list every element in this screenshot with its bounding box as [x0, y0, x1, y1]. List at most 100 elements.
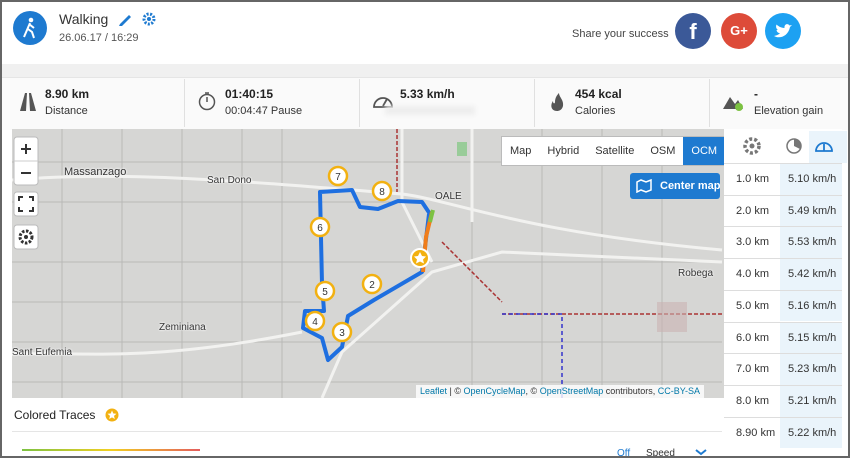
center-map-button[interactable]: Center map: [630, 173, 721, 199]
stat-icon: [17, 91, 39, 113]
route-marker[interactable]: 4: [304, 310, 326, 332]
fullscreen-button[interactable]: [13, 191, 39, 217]
stat-value: -: [754, 87, 758, 101]
split-distance: 4.0 km: [736, 268, 770, 281]
activity-datetime: 26.06.17 / 16:29: [59, 32, 139, 44]
split-speed-cell: [780, 195, 842, 227]
stats-separator: [359, 79, 360, 127]
map-attribution: Leaflet | © OpenCycleMap, © OpenStreetMa…: [416, 385, 704, 398]
metric-select[interactable]: Speed: [646, 448, 675, 458]
split-distance: 7.0 km: [736, 363, 770, 376]
split-row-border: [724, 384, 842, 386]
place-label: Zeminiana: [159, 322, 206, 333]
layer-button[interactable]: Map: [502, 137, 540, 165]
split-speed-cell: [780, 227, 842, 259]
layer-button[interactable]: OSM: [642, 137, 684, 165]
center-map-label: Center map: [660, 180, 721, 192]
stat-value: 8.90 km: [45, 87, 90, 101]
stats-bar: [2, 77, 848, 130]
split-speed: 5.53 km/h: [788, 236, 837, 249]
icon: [723, 97, 743, 111]
stat-value: 454 kcal: [575, 87, 622, 101]
marker-circle: [361, 273, 383, 295]
stat-value: 5.33 km/h: [400, 87, 455, 101]
split-row-border: [724, 321, 842, 323]
band: [2, 64, 848, 77]
icon: [551, 93, 564, 111]
route-marker[interactable]: 2: [361, 273, 383, 295]
twitter-button[interactable]: [765, 13, 801, 49]
attribution-link[interactable]: CC-BY-SA: [657, 386, 700, 396]
split-row-border: [724, 258, 842, 260]
place-label: Sant Eufemia: [12, 347, 73, 358]
split-speed: 5.16 km/h: [788, 299, 837, 312]
split-speed-cell: [780, 290, 842, 322]
star-icon: [105, 408, 119, 422]
stat-icon: [197, 91, 219, 113]
stats-separator: [709, 79, 710, 127]
attribution-link[interactable]: Leaflet: [420, 386, 448, 396]
stat-label: 00:04:47 Pause: [225, 105, 303, 117]
split-speed: 5.15 km/h: [788, 331, 837, 344]
route-marker[interactable]: 7: [327, 165, 349, 187]
split-distance: 5.0 km: [736, 299, 770, 312]
settings-button[interactable]: [13, 224, 39, 250]
split-speed-cell: [780, 164, 842, 195]
attribution-text: , ©: [525, 386, 540, 396]
stat-value: 01:40:15: [225, 87, 274, 101]
split-speed: 5.10 km/h: [788, 173, 837, 185]
trace-gradient: [22, 449, 200, 451]
split-speed-cell: [780, 259, 842, 290]
zoom-controls[interactable]: [13, 136, 39, 186]
layer-button[interactable]: Satellite: [587, 137, 643, 165]
google-plus-button[interactable]: G+: [721, 13, 757, 49]
toggle-off[interactable]: Off: [617, 448, 631, 458]
edit-icons[interactable]: [118, 11, 158, 27]
route-marker[interactable]: 6: [309, 216, 331, 238]
splits-header-icons[interactable]: [724, 129, 850, 163]
marker-circle: [327, 165, 349, 187]
layer-switcher: Map Hybrid Satellite OSM OCM: [501, 136, 727, 166]
split-speed: 5.21 km/h: [788, 394, 837, 407]
facebook-button[interactable]: f: [675, 13, 711, 49]
marker-label: 2: [369, 280, 375, 291]
icon: [198, 92, 216, 111]
split-distance: 3.0 km: [736, 236, 770, 249]
split-speed: 5.42 km/h: [788, 268, 837, 281]
marker-circle: [304, 310, 326, 332]
route-marker[interactable]: 3: [331, 321, 353, 343]
marker-circle: [309, 216, 331, 238]
split-distance: 8.90 km: [736, 426, 776, 439]
route-marker[interactable]: 8: [371, 180, 393, 202]
split-row-border: [724, 226, 842, 228]
activity-title: Walking: [59, 11, 109, 27]
place-label: San Dono: [207, 175, 252, 186]
stat-icon: [547, 91, 569, 113]
split-speed: 5.22 km/h: [788, 426, 837, 439]
stat-label: Elevation gain: [754, 105, 824, 117]
stat-icon: [722, 91, 744, 113]
stats-separator: [184, 79, 185, 127]
icon: [20, 93, 36, 111]
attribution-link[interactable]: OpenStreetMap: [539, 386, 604, 396]
split-speed-cell: [780, 322, 842, 354]
dropdown-arrow[interactable]: [694, 448, 708, 456]
layer-button[interactable]: Hybrid: [539, 137, 588, 165]
start-marker[interactable]: [410, 248, 430, 268]
split-speed-cell: [780, 385, 842, 417]
attribution-link[interactable]: OpenCycleMap: [463, 386, 526, 396]
map[interactable]: 2 3 4 5 6 7 8: [12, 129, 724, 398]
stats-separator: [534, 79, 535, 127]
marker-circle: [371, 180, 393, 202]
attribution-text: contributors,: [603, 386, 658, 396]
place-label: Robega: [678, 268, 714, 279]
place-label: OALE: [435, 191, 462, 202]
split-speed: 5.23 km/h: [788, 363, 837, 376]
activity-icon: [13, 11, 47, 45]
split-row-border: [724, 194, 842, 196]
route-marker[interactable]: 5: [314, 280, 336, 302]
marker-circle: [331, 321, 353, 343]
layer-button[interactable]: OCM: [683, 137, 726, 165]
marker-label: 7: [335, 172, 341, 183]
